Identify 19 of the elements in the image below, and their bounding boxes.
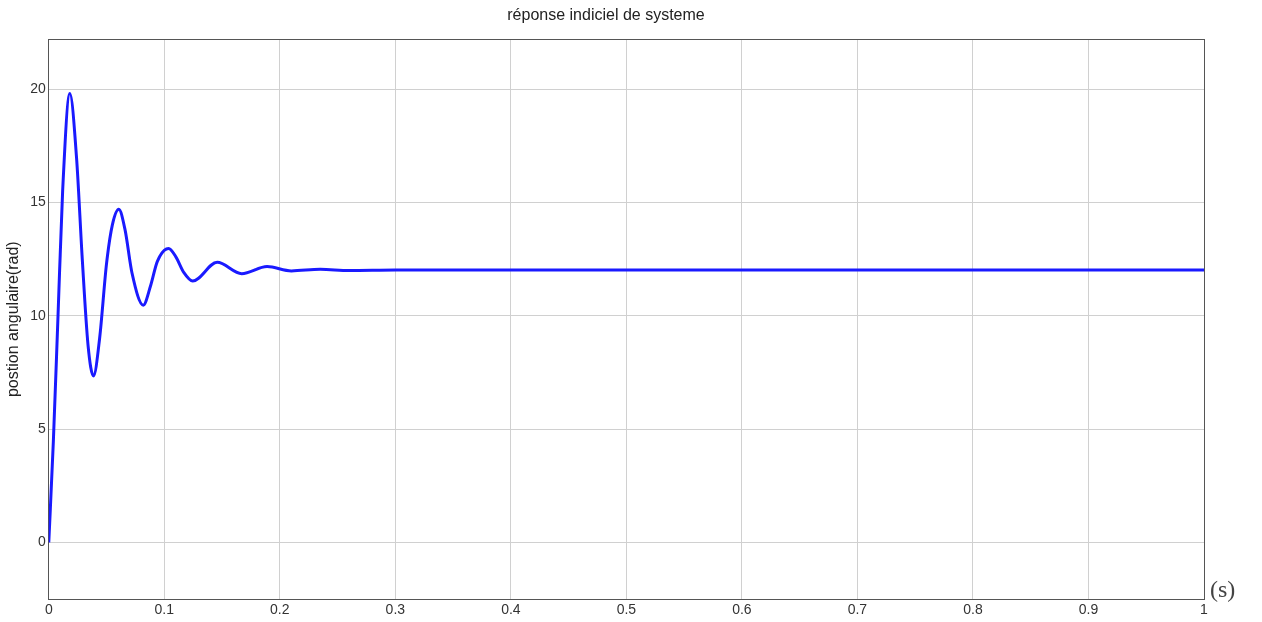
y-axis-title: postion angulaire(rad) (4, 241, 22, 398)
y-tick-label: 20 (30, 79, 46, 96)
y-tick-label: 0 (37, 533, 46, 550)
x-tick-label: 0.8 (963, 601, 983, 618)
x-axis-title: (s) (1210, 576, 1236, 603)
x-tick-label: 0.9 (1078, 601, 1099, 618)
x-tick-label: 0.5 (616, 601, 637, 618)
y-tick-label: 15 (30, 193, 46, 210)
x-tick-label: 0.2 (270, 601, 290, 618)
x-tick-label: 1 (1200, 601, 1209, 618)
line-series (48, 92, 1204, 545)
x-tick-label: 0.1 (154, 601, 175, 618)
x-tick-label: 0.4 (501, 601, 521, 618)
x-tick-label: 0.3 (385, 601, 406, 618)
chart-title: réponse indiciel de systeme (507, 6, 705, 24)
y-tick-label: 10 (30, 306, 46, 323)
x-tick-label: 0.6 (732, 601, 752, 618)
y-tick-label: 5 (37, 420, 46, 437)
x-tick-label: 0.7 (847, 601, 868, 618)
